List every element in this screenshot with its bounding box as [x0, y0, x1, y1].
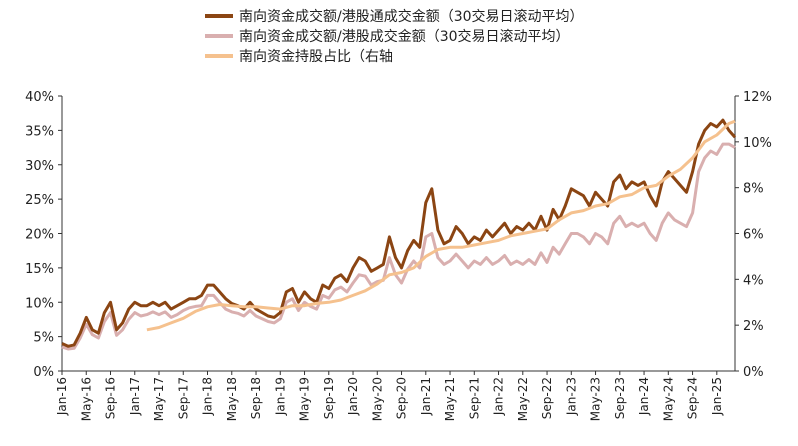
right-tick-label: 10%: [743, 136, 772, 151]
x-tick-label: May-19: [298, 377, 312, 421]
left-axis: 0% 5% 10% 15% 20% 25% 30% 35% 40%: [25, 90, 63, 380]
x-tick-label: May-20: [370, 377, 384, 421]
right-tick-label: 2%: [743, 319, 764, 334]
right-tick-label: 6%: [743, 228, 764, 243]
left-tick-label: 20%: [25, 228, 54, 243]
legend-label-3: 南向资金持股占比（右轴: [239, 49, 393, 65]
left-tick-label: 40%: [25, 90, 54, 105]
x-tick-label: May-21: [443, 377, 457, 421]
left-tick-label: 10%: [25, 296, 54, 311]
x-tick-label: Sep-23: [613, 377, 627, 419]
left-tick-label: 35%: [25, 124, 54, 139]
legend-label-2: 南向资金成交额/港股成交金额（30交易日滚动平均）: [239, 28, 570, 45]
x-tick-label: Sep-20: [395, 377, 409, 419]
x-tick-label: Jan-19: [273, 377, 287, 416]
left-tick-label: 25%: [25, 193, 54, 208]
left-tick-label: 15%: [25, 262, 54, 277]
series-line-1: [61, 118, 737, 348]
left-tick-label: 30%: [25, 159, 54, 174]
series-line-2: [61, 142, 736, 351]
x-tick-label: May-16: [79, 377, 93, 421]
right-tick-label: 12%: [743, 90, 772, 105]
x-tick-label: May-17: [152, 377, 166, 421]
x-tick-label: Jan-25: [710, 377, 724, 416]
x-axis: Jan-16 May-16 Sep-16 Jan-17 May-17 Sep-17 Jan-…: [55, 370, 735, 421]
legend: 南向资金成交额/港股通成交金额（30交易日滚动平均） 南向资金成交额/港股成交金额…: [205, 8, 584, 65]
x-tick-label: Jan-18: [201, 377, 215, 416]
series-line-3: [146, 119, 736, 332]
right-tick-label: 8%: [743, 182, 764, 197]
x-tick-label: Jan-24: [637, 377, 651, 416]
left-tick-label: 0%: [33, 365, 54, 380]
x-tick-label: Sep-22: [540, 377, 554, 419]
x-tick-label: May-23: [589, 377, 603, 421]
x-tick-label: Jan-20: [346, 377, 360, 416]
x-tick-label: Sep-17: [176, 377, 190, 419]
x-tick-label: Sep-16: [104, 377, 118, 419]
x-tick-label: Jan-17: [128, 377, 142, 416]
x-tick-label: Sep-19: [322, 377, 336, 419]
x-tick-label: Jan-16: [55, 377, 69, 416]
right-axis: 0% 2% 4% 6% 8% 10% 12%: [734, 90, 772, 380]
x-tick-label: May-22: [516, 377, 530, 421]
x-tick-label: Jan-22: [492, 377, 506, 416]
legend-label-1: 南向资金成交额/港股通成交金额（30交易日滚动平均）: [239, 8, 584, 25]
x-tick-label: May-18: [225, 377, 239, 421]
x-tick-label: Jan-23: [564, 377, 578, 416]
x-tick-label: Sep-24: [686, 377, 700, 419]
x-tick-label: Sep-18: [249, 377, 263, 419]
left-tick-label: 5%: [33, 331, 54, 346]
x-tick-label: Jan-21: [419, 377, 433, 416]
x-tick-label: May-24: [661, 377, 675, 421]
right-tick-label: 0%: [743, 365, 764, 380]
plot-area: [61, 118, 737, 351]
x-tick-label: Sep-21: [467, 377, 481, 419]
right-tick-label: 4%: [743, 273, 764, 288]
